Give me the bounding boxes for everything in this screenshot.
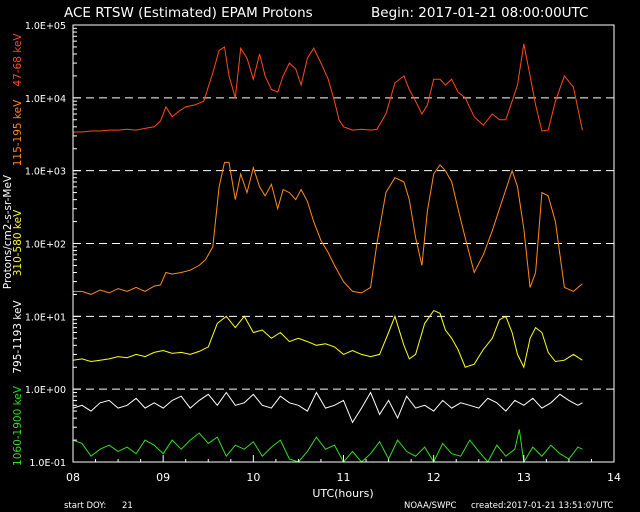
y-axis-ticks: 1.0E+05 1.0E+04 1.0E+03 1.0E+02 1.0E+01 1.0E+…	[25, 21, 81, 469]
series-line-1	[73, 161, 583, 295]
y-tick-label: 1.0E+02	[25, 240, 66, 251]
series-label-1060-1900: 1060-1900 keV	[12, 385, 24, 466]
x-tick-label: 13	[517, 471, 531, 484]
created-label: created:2017-01-21 13:51:07UTC	[471, 501, 613, 511]
agency-label: NOAA/SWPC	[404, 501, 457, 511]
series-line-4	[72, 429, 583, 464]
series-label-795-1193: 795-1193 keV	[12, 300, 24, 374]
x-tick-label: 11	[337, 471, 351, 484]
series-label-115-195: 115-195 keV	[12, 99, 24, 166]
begin-label: Begin: 2017-01-21 08:00:00UTC	[371, 5, 588, 21]
y-axis-label: Protons/cm2-s-sr-MeV	[2, 174, 14, 289]
x-tick-label: 10	[246, 471, 260, 484]
y-tick-label: 1.0E+05	[25, 21, 66, 32]
series-label-310-580: 310-580 keV	[12, 209, 24, 276]
start-doy-value: 21	[122, 501, 133, 511]
chart-title: ACE RTSW (Estimated) EPAM Protons	[64, 5, 313, 21]
x-axis-label: UTC(hours)	[312, 487, 373, 500]
x-tick-label: 09	[156, 471, 170, 484]
y-tick-label: 1.0E+04	[25, 94, 66, 105]
start-doy-label: start DOY:	[64, 501, 106, 511]
y-tick-label: 1.0E-01	[29, 458, 66, 469]
y-tick-label: 1.0E+00	[25, 385, 66, 396]
x-axis-ticks: 08 09 10 11 12 13 14	[66, 455, 621, 484]
x-tick-label: 12	[427, 471, 441, 484]
series-line-3	[72, 391, 583, 424]
x-tick-label: 14	[607, 471, 621, 484]
y-tick-label: 1.0E+01	[25, 312, 66, 323]
series-lines	[72, 43, 583, 464]
series-label-47-68: 47-68 keV	[12, 33, 24, 87]
series-line-2	[72, 309, 583, 369]
x-tick-label: 08	[66, 471, 80, 484]
series-line-0	[73, 43, 583, 133]
y-tick-label: 1.0E+03	[25, 167, 66, 178]
